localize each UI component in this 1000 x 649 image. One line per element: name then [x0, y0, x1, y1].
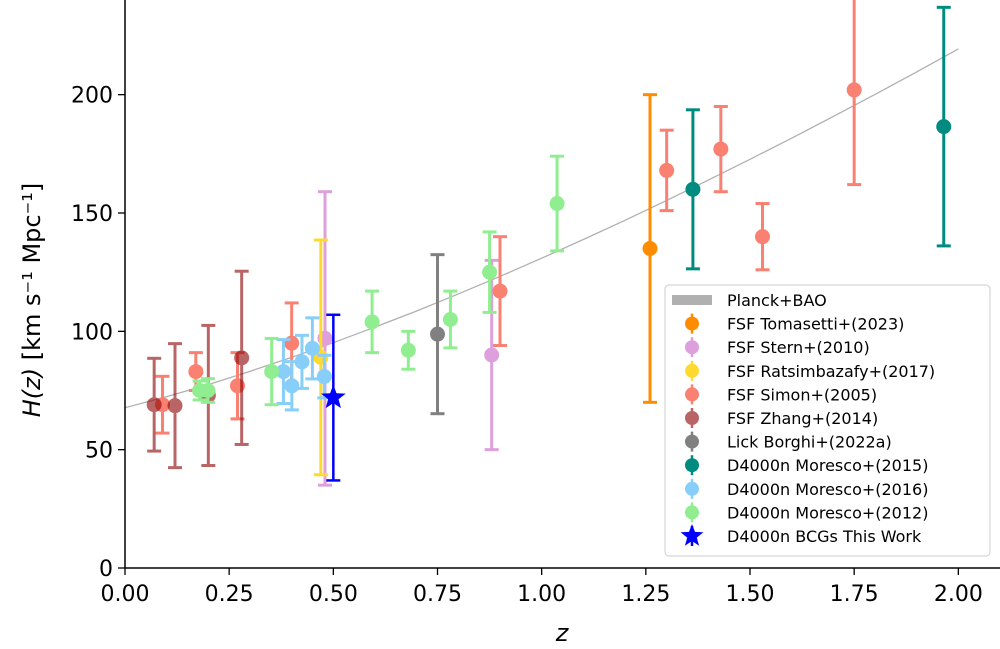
legend-marker: [685, 337, 699, 358]
data-point: [549, 196, 565, 212]
series-6: [685, 5, 952, 271]
y-tick-label: 100: [71, 320, 113, 345]
data-point: [713, 141, 729, 157]
legend-label: D4000n Moresco+(2015): [727, 456, 928, 475]
data-point: [200, 383, 216, 398]
legend-marker: [685, 431, 699, 452]
series-9: [321, 313, 346, 482]
data-point: [167, 398, 183, 414]
legend-marker: [685, 313, 699, 334]
legend-label: D4000n BCGs This Work: [727, 527, 922, 546]
data-point: [442, 312, 458, 327]
y-tick-label: 50: [85, 439, 113, 464]
data-point: [316, 369, 332, 385]
legend-marker: [685, 408, 699, 428]
legend-circle: [685, 481, 699, 496]
legend-label: FSF Stern+(2010): [727, 338, 870, 357]
x-tick-label: 1.75: [830, 582, 879, 607]
data-point: [492, 283, 508, 299]
data-point: [685, 181, 701, 197]
data-point: [846, 82, 862, 98]
data-point: [364, 314, 380, 330]
y-tick-label: 200: [71, 84, 113, 109]
data-point: [284, 335, 300, 351]
legend-marker: [680, 524, 704, 546]
data-point: [936, 119, 952, 135]
legend-label: D4000n Moresco+(2016): [727, 480, 928, 499]
y-tick-label: 0: [99, 557, 113, 582]
legend-marker: [685, 502, 699, 523]
legend-star: [680, 524, 704, 546]
x-tick-label: 0.25: [205, 582, 254, 607]
series-5: [430, 253, 445, 416]
plot-frame: [124, 0, 1000, 569]
legend-marker: [672, 295, 712, 305]
legend-band: [672, 295, 712, 305]
legend-circle: [685, 316, 699, 331]
series-0: [642, 93, 658, 404]
x-tick-label: 1.50: [726, 582, 775, 607]
data-point: [430, 326, 445, 342]
legend-label: FSF Tomasetti+(2023): [727, 315, 904, 334]
legend-box: [664, 284, 991, 557]
legend-circle: [685, 458, 699, 473]
data-point: [482, 264, 498, 280]
data-point: [400, 342, 416, 358]
series-4: [146, 269, 250, 470]
legend-marker: [685, 455, 699, 476]
data-point: [659, 162, 675, 178]
series-7: [275, 316, 332, 412]
x-tick-label: 1.00: [517, 582, 566, 607]
data-point: [755, 229, 770, 245]
legend-circle: [685, 340, 699, 355]
legend-label: D4000n Moresco+(2012): [727, 503, 928, 522]
data-point: [275, 364, 291, 380]
y-tick-label: 150: [71, 202, 113, 227]
x-axis-label: z: [555, 619, 570, 647]
legend-label: FSF Zhang+(2014): [727, 409, 878, 428]
x-tick-label: 1.25: [621, 582, 670, 607]
data-point: [484, 347, 500, 363]
legend-circle: [685, 363, 699, 378]
x-tick-label: 0.75: [413, 582, 462, 607]
data-point: [188, 364, 204, 380]
y-label-symbol: H(z): [18, 368, 46, 417]
data-point: [146, 397, 162, 413]
data-point: [642, 241, 658, 256]
x-tick-label: 0.00: [101, 582, 150, 607]
legend-circle: [685, 505, 699, 520]
data-point-star: [321, 384, 346, 409]
data-point: [264, 364, 280, 380]
series-3: [155, 0, 862, 435]
legend-label: FSF Simon+(2005): [727, 385, 877, 404]
legend-circle: [685, 434, 699, 449]
legend-marker: [685, 478, 699, 499]
legend-circle: [685, 387, 699, 402]
legend-label: Planck+BAO: [727, 291, 827, 310]
x-tick-label: 2.00: [934, 582, 983, 607]
model-curve: [124, 48, 959, 409]
legend-label: Lick Borghi+(2022a): [727, 433, 892, 452]
legend-marker: [685, 360, 699, 381]
data-point: [294, 354, 310, 370]
legend-label: FSF Ratsimbazafy+(2017): [727, 362, 935, 381]
data-point: [234, 350, 250, 366]
x-tick-label: 0.50: [309, 582, 358, 607]
data-point: [284, 378, 300, 394]
legend-marker: [685, 384, 699, 405]
y-label-unit: [km s⁻¹ Mpc⁻¹]: [18, 183, 46, 368]
series-8: [192, 154, 565, 407]
y-axis-label: H(z) [km s⁻¹ Mpc⁻¹]: [18, 183, 46, 417]
data-point: [304, 340, 320, 356]
legend-circle: [685, 411, 699, 425]
